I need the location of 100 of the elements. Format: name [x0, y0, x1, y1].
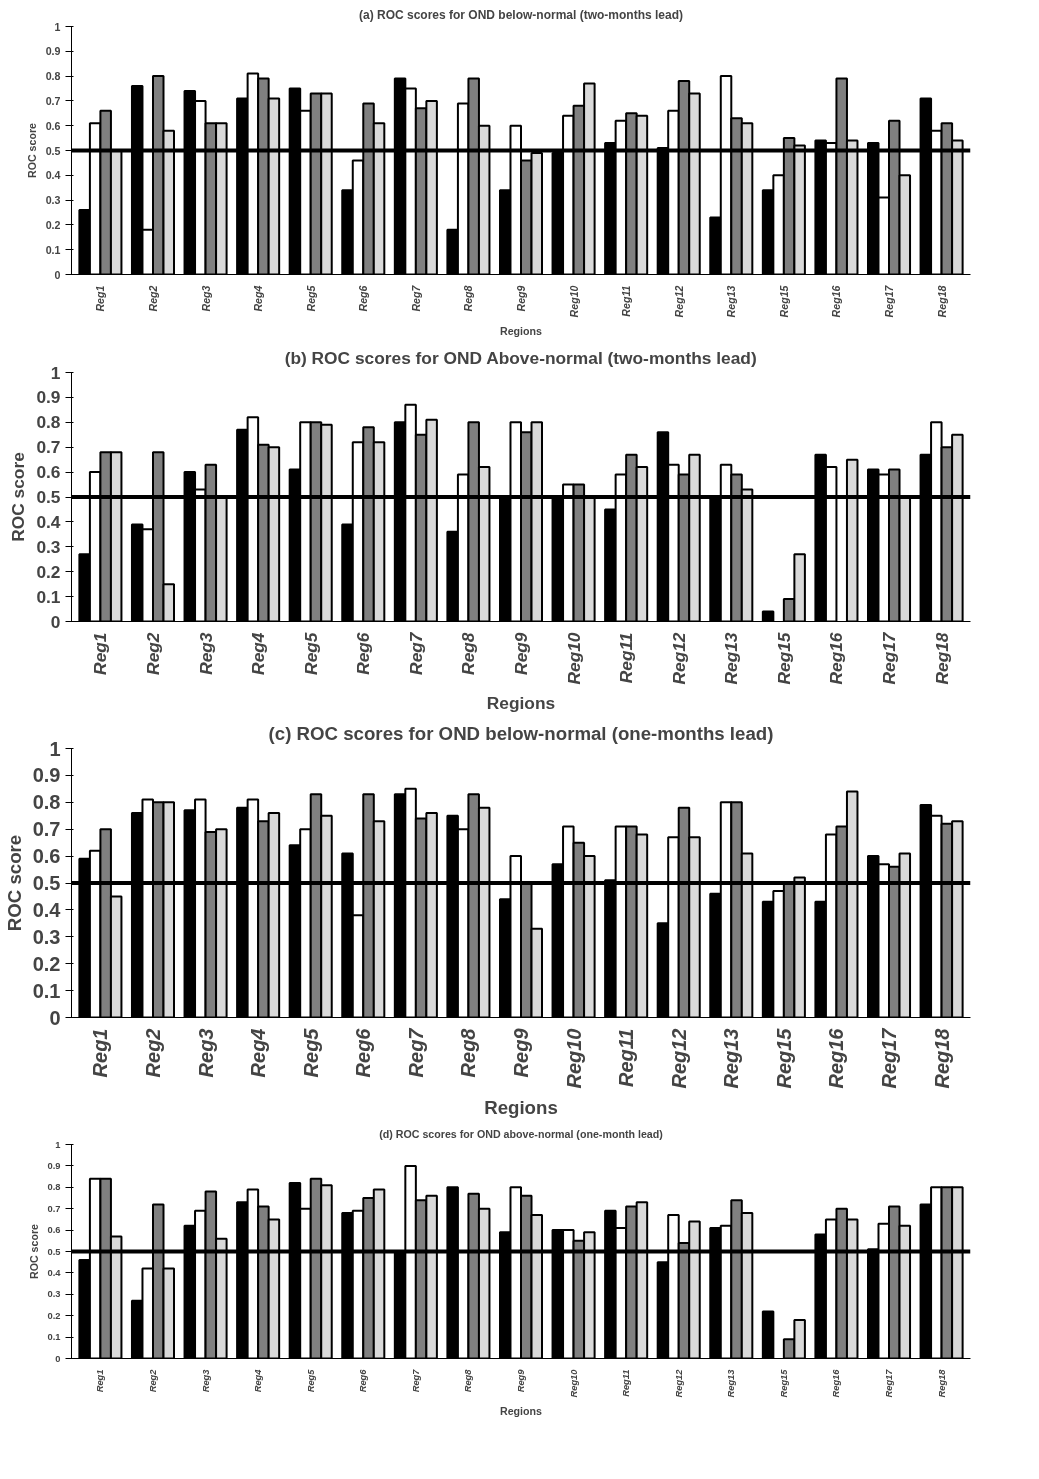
x-tick-label: Reg1: [94, 285, 107, 312]
x-tick-label: Reg17: [883, 284, 896, 318]
y-tick-label: 1: [49, 737, 61, 760]
x-tick-label: Reg11: [621, 1369, 632, 1397]
x-tick-label: Reg15: [772, 1027, 795, 1089]
x-tick-label: Reg5: [305, 1368, 316, 1393]
y-tick-label: 0: [49, 1006, 61, 1029]
y-tick-label: 0.8: [45, 70, 61, 83]
x-tick-label: Reg7: [409, 284, 422, 312]
x-tick-label: Reg5: [300, 632, 321, 675]
x-tick-label: Reg13: [721, 632, 742, 685]
y-tick-label: 0.8: [47, 1182, 61, 1193]
y-tick-label: 0.9: [45, 45, 61, 58]
y-tick-label: 0.8: [36, 412, 61, 433]
x-tick-label: Reg8: [458, 632, 479, 675]
y-tick-label: 0.2: [45, 218, 61, 231]
x-tick-label: Reg12: [673, 1368, 684, 1398]
x-tick-label: Reg12: [672, 285, 685, 318]
x-tick-label: Reg5: [304, 284, 317, 312]
y-tick-label: 0.3: [45, 194, 61, 207]
x-tick-label: Reg6: [352, 1027, 375, 1078]
x-tick-label: Reg13: [726, 1368, 737, 1398]
x-tick-label: Reg16: [825, 1027, 848, 1089]
x-tick-label: Reg3: [194, 1028, 217, 1078]
x-tick-label: Reg17: [878, 1027, 901, 1089]
y-tick-label: 1: [55, 1139, 61, 1150]
x-tick-label: Reg10: [563, 632, 584, 685]
x-tick-label: Reg9: [515, 285, 527, 312]
x-tick-label: Reg1: [95, 1369, 106, 1393]
y-tick-label: 0.1: [45, 243, 61, 256]
y-tick-label: 0.6: [45, 119, 61, 132]
y-axis-title: ROC score: [8, 451, 29, 542]
y-tick-label: 1: [54, 20, 61, 33]
y-axis-title: ROC score: [27, 1223, 40, 1280]
x-tick-label: Reg3: [199, 285, 212, 312]
y-tick-label: 0.6: [36, 462, 61, 483]
x-tick-label: Reg17: [879, 631, 900, 685]
y-tick-label: 0.4: [36, 511, 61, 532]
x-tick-label: Reg2: [142, 632, 163, 675]
chart-title: (d) ROC scores for OND above-normal (one-month lead): [379, 1127, 664, 1140]
x-tick-label: Reg3: [200, 1368, 211, 1393]
x-tick-label: Reg13: [720, 1028, 743, 1089]
y-axis-title: ROC score: [25, 122, 38, 179]
y-tick-label: 0.6: [47, 1225, 61, 1236]
x-axis-title: Regions: [499, 1405, 543, 1418]
y-axis-title: ROC score: [3, 834, 25, 932]
y-tick-label: 0.3: [47, 1289, 61, 1300]
y-tick-label: 0.9: [36, 387, 61, 408]
x-tick-label: Reg18: [936, 1368, 947, 1398]
x-tick-label: Reg8: [463, 1368, 474, 1393]
x-tick-label: Reg3: [195, 632, 216, 675]
y-tick-label: 0.2: [36, 561, 61, 582]
y-tick-label: 0: [54, 268, 61, 281]
x-tick-label: Reg9: [510, 1027, 532, 1078]
x-tick-label: Reg9: [511, 632, 531, 675]
x-tick-label: Reg18: [930, 1027, 953, 1089]
x-tick-label: Reg1: [90, 632, 111, 675]
x-tick-label: Reg7: [410, 1368, 421, 1393]
x-tick-label: Reg7: [404, 1027, 427, 1078]
y-tick-label: 0.5: [32, 872, 61, 894]
x-tick-label: Reg16: [830, 285, 843, 318]
y-tick-label: 0.7: [36, 437, 61, 458]
x-tick-label: Reg2: [146, 285, 159, 312]
x-tick-label: Reg11: [615, 1028, 638, 1088]
x-axis-title: Regions: [486, 692, 556, 713]
y-tick-label: 0.1: [47, 1332, 61, 1343]
chart-title: (b) ROC scores for OND Above-normal (two-months lead): [284, 347, 757, 368]
y-tick-label: 0.8: [32, 791, 61, 814]
x-tick-label: Reg15: [777, 284, 790, 318]
y-tick-label: 0.5: [45, 144, 61, 157]
x-tick-label: Reg4: [252, 285, 265, 312]
x-tick-label: Reg15: [773, 632, 794, 685]
chart-title: (c) ROC scores for OND below-normal (one-months lead): [268, 722, 774, 744]
x-tick-label: Reg9: [516, 1368, 526, 1393]
x-tick-label: Reg2: [141, 1028, 164, 1078]
x-axis-title: Regions: [499, 325, 543, 338]
x-tick-label: Reg4: [248, 632, 269, 675]
y-tick-label: 0.2: [47, 1310, 61, 1321]
x-tick-label: Reg5: [299, 1027, 322, 1078]
x-axis-title: Regions: [484, 1096, 558, 1118]
y-tick-label: 0.7: [32, 818, 61, 841]
y-tick-label: 0.9: [47, 1160, 61, 1171]
x-tick-label: Reg2: [147, 1368, 158, 1393]
x-tick-label: Reg6: [358, 1368, 369, 1393]
y-tick-label: 0.1: [32, 979, 61, 1002]
y-tick-label: 1: [50, 362, 61, 383]
y-tick-label: 0.3: [36, 536, 61, 557]
x-tick-label: Reg13: [725, 285, 738, 318]
y-tick-label: 0.5: [36, 487, 61, 507]
x-tick-label: Reg18: [931, 632, 952, 685]
y-tick-label: 0.6: [32, 845, 61, 868]
x-tick-label: Reg10: [562, 1028, 585, 1089]
x-tick-label: Reg17: [884, 1368, 895, 1398]
x-tick-label: Reg11: [616, 632, 637, 684]
y-tick-label: 0.4: [47, 1267, 62, 1278]
x-tick-label: Reg12: [668, 632, 689, 685]
y-tick-label: 0.4: [32, 898, 62, 921]
y-tick-label: 0.9: [32, 764, 61, 787]
y-tick-label: 0.1: [36, 586, 61, 607]
y-tick-label: 0.7: [47, 1203, 61, 1214]
